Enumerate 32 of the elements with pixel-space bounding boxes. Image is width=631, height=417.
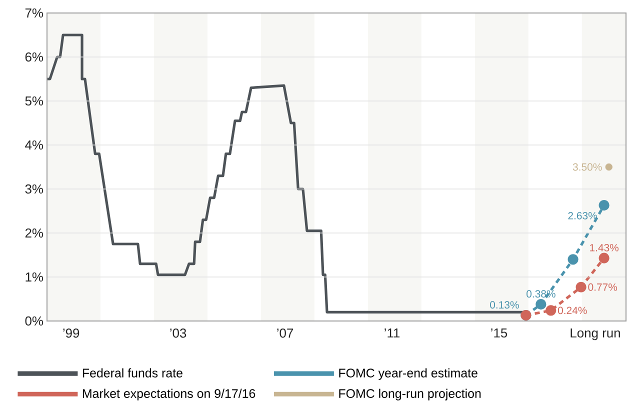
x-tick-label: ’11 xyxy=(384,328,400,338)
data-label: 0.24% xyxy=(558,306,587,314)
y-tick-label: 3% xyxy=(25,184,44,194)
legend-label: Federal funds rate xyxy=(82,368,182,378)
point xyxy=(568,254,578,265)
y-tick-label: 1% xyxy=(26,272,44,282)
data-label: 2.63% xyxy=(568,212,597,220)
point xyxy=(598,252,610,264)
y-tick-label: 7% xyxy=(25,8,44,18)
point xyxy=(576,282,586,292)
data-label: 0.38% xyxy=(526,290,556,298)
y-tick-label: 4% xyxy=(25,140,44,150)
data-label: 0.77% xyxy=(588,283,618,291)
point xyxy=(546,305,556,316)
point xyxy=(598,200,610,211)
legend-label: FOMC year-end estimate xyxy=(339,368,478,380)
legend-label: FOMC long-run projection xyxy=(339,388,481,400)
x-tick-label: ’07 xyxy=(277,328,293,338)
y-tick-label: 5% xyxy=(25,96,44,106)
data-label: 1.43% xyxy=(590,244,619,252)
y-tick-label: 0% xyxy=(25,316,44,326)
point xyxy=(536,298,546,310)
legend-label: Market expectations on 9/17/16 xyxy=(82,388,256,400)
x-tick-label: ’99 xyxy=(63,328,80,338)
x-tick-label: ’15 xyxy=(491,328,508,338)
y-tick-label: 2% xyxy=(25,228,44,238)
point xyxy=(605,163,612,171)
y-tick-label: 6% xyxy=(25,52,44,62)
data-label: 0.13% xyxy=(490,301,519,309)
x-tick-label: ’03 xyxy=(170,328,186,338)
data-label: 3.50% xyxy=(572,163,602,171)
x-tick-label: Long run xyxy=(570,328,620,340)
